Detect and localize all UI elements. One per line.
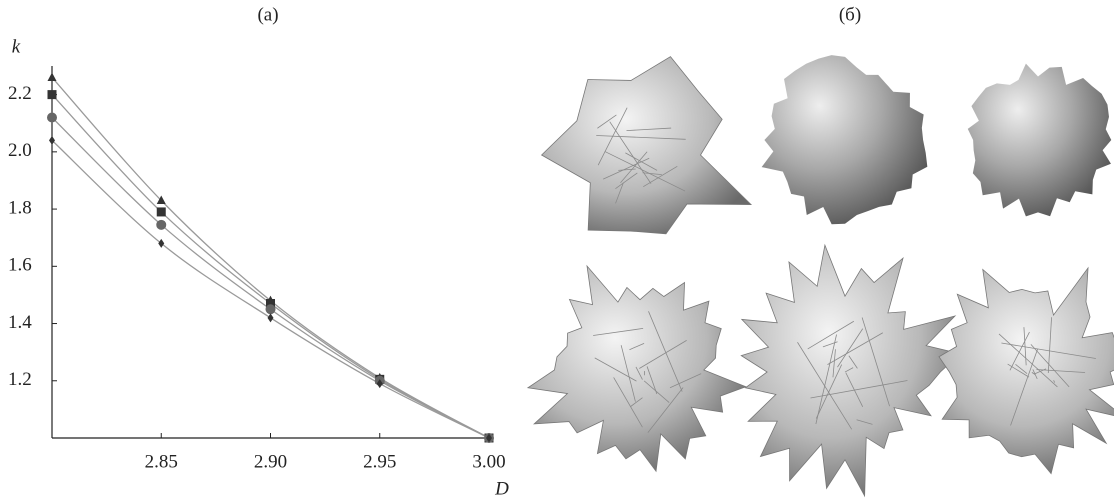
shape xyxy=(542,57,751,234)
panel-b-label: (б) xyxy=(839,4,861,25)
series-line xyxy=(52,95,489,438)
x-axis-label: D xyxy=(494,478,509,499)
y-tick-label: 1.8 xyxy=(8,197,32,218)
marker xyxy=(48,90,57,99)
marker xyxy=(158,239,164,248)
shape xyxy=(741,245,960,496)
y-tick-label: 1.6 xyxy=(8,255,32,276)
marker xyxy=(48,72,57,81)
panel-a-label: (a) xyxy=(257,4,278,25)
series-line xyxy=(52,77,489,438)
marker xyxy=(49,136,55,145)
x-tick-label: 2.85 xyxy=(145,451,178,472)
y-tick-label: 1.4 xyxy=(8,312,32,333)
shape xyxy=(762,55,928,224)
series-line xyxy=(52,140,489,438)
marker xyxy=(47,113,57,123)
marker xyxy=(266,304,276,314)
x-tick-label: 2.95 xyxy=(363,451,396,472)
x-tick-label: 3.00 xyxy=(472,451,505,472)
shape xyxy=(968,64,1112,217)
shape xyxy=(939,268,1114,474)
marker xyxy=(156,220,166,230)
y-axis-label: k xyxy=(12,36,21,57)
y-tick-label: 1.2 xyxy=(8,369,32,390)
figure: (a) (б) k D 2.85 2.90 2.95 3.00 1.2 1.4 1.6 1.8… xyxy=(0,0,1114,499)
shape-images xyxy=(528,55,1114,496)
y-tick-label: 2.0 xyxy=(8,140,32,161)
x-tick-label: 2.90 xyxy=(254,451,287,472)
y-tick-label: 2.2 xyxy=(8,83,32,104)
marker xyxy=(268,313,274,322)
marker xyxy=(157,207,166,216)
series-line xyxy=(52,118,489,438)
